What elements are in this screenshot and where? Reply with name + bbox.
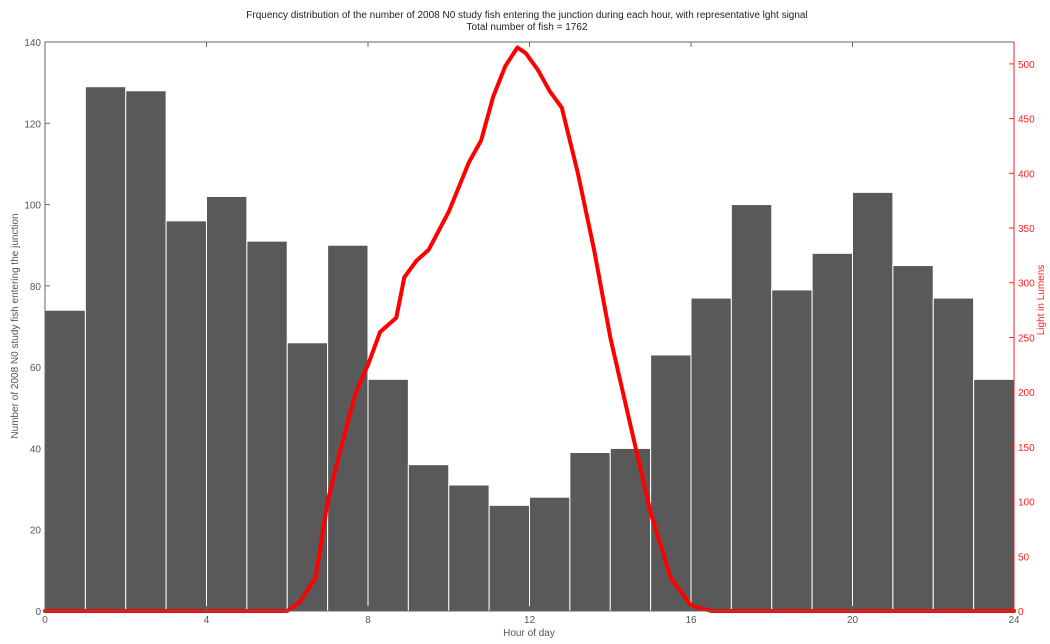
bar	[246, 240, 288, 612]
x-tick-label: 12	[524, 615, 536, 626]
bar	[650, 354, 692, 612]
y2-tick-label: 300	[1018, 279, 1035, 290]
bar	[44, 309, 86, 612]
chart-subtitle: Total number of fish = 1762	[467, 22, 588, 33]
x-tick-label: 20	[847, 615, 859, 626]
bar	[488, 504, 530, 612]
bar	[690, 297, 732, 612]
bar	[206, 195, 248, 612]
light-series-line	[43, 45, 1016, 613]
y2-tick-label: 400	[1018, 169, 1035, 180]
x-tick-label: 4	[204, 615, 210, 626]
bar	[730, 204, 773, 612]
bar	[286, 342, 329, 612]
bar	[165, 220, 207, 612]
y-axis-label: Number of 2008 N0 study fish entering th…	[10, 213, 21, 438]
bar	[569, 451, 611, 612]
x-tick-label: 0	[42, 615, 48, 626]
x-tick-label: 16	[685, 615, 697, 626]
y2-tick-label: 350	[1018, 224, 1035, 235]
x-tick-label: 24	[1008, 615, 1020, 626]
bar	[771, 289, 813, 612]
bar	[448, 484, 490, 612]
y2-tick-label: 450	[1018, 115, 1035, 126]
bar	[407, 464, 450, 612]
bar	[84, 86, 127, 612]
y-tick-label: 40	[30, 444, 42, 455]
y-axis-left: 0 20 40 60 80 100 120 140	[24, 38, 50, 618]
bar	[973, 378, 1015, 612]
bar	[811, 252, 853, 612]
chart-title: Frquency distribution of the number of 2…	[246, 10, 807, 21]
bar	[609, 447, 652, 612]
y2-tick-label: 100	[1018, 498, 1035, 509]
x-tick-label: 8	[365, 615, 371, 626]
y-tick-label: 80	[30, 282, 42, 293]
y2-tick-label: 500	[1018, 60, 1035, 71]
y-tick-label: 100	[24, 201, 41, 212]
y-tick-label: 20	[30, 526, 42, 537]
y2-tick-label: 200	[1018, 388, 1035, 399]
bars-group	[44, 86, 1015, 612]
bar	[892, 265, 934, 612]
bar	[852, 191, 894, 612]
y-tick-label: 0	[35, 607, 41, 618]
y2-tick-label: 0	[1018, 607, 1024, 618]
y2-tick-label: 50	[1018, 552, 1030, 563]
y-tick-label: 60	[30, 363, 42, 374]
bar	[932, 297, 975, 612]
y2-tick-label: 150	[1018, 443, 1035, 454]
bar	[125, 90, 167, 612]
y-tick-label: 120	[24, 119, 41, 130]
y-tick-label: 140	[24, 38, 41, 49]
y2-axis-label: Light in Lumens	[1036, 265, 1047, 336]
y2-tick-label: 250	[1018, 333, 1035, 344]
bar	[367, 378, 409, 612]
y-axis-right: 0 50 100 150 200 250 300 350 400 450 500	[1009, 42, 1035, 618]
bar	[529, 496, 571, 612]
light-series-group	[43, 45, 1016, 613]
x-axis: 0 4 8 12 16 20 24	[42, 42, 1020, 626]
x-axis-label: Hour of day	[503, 628, 555, 639]
